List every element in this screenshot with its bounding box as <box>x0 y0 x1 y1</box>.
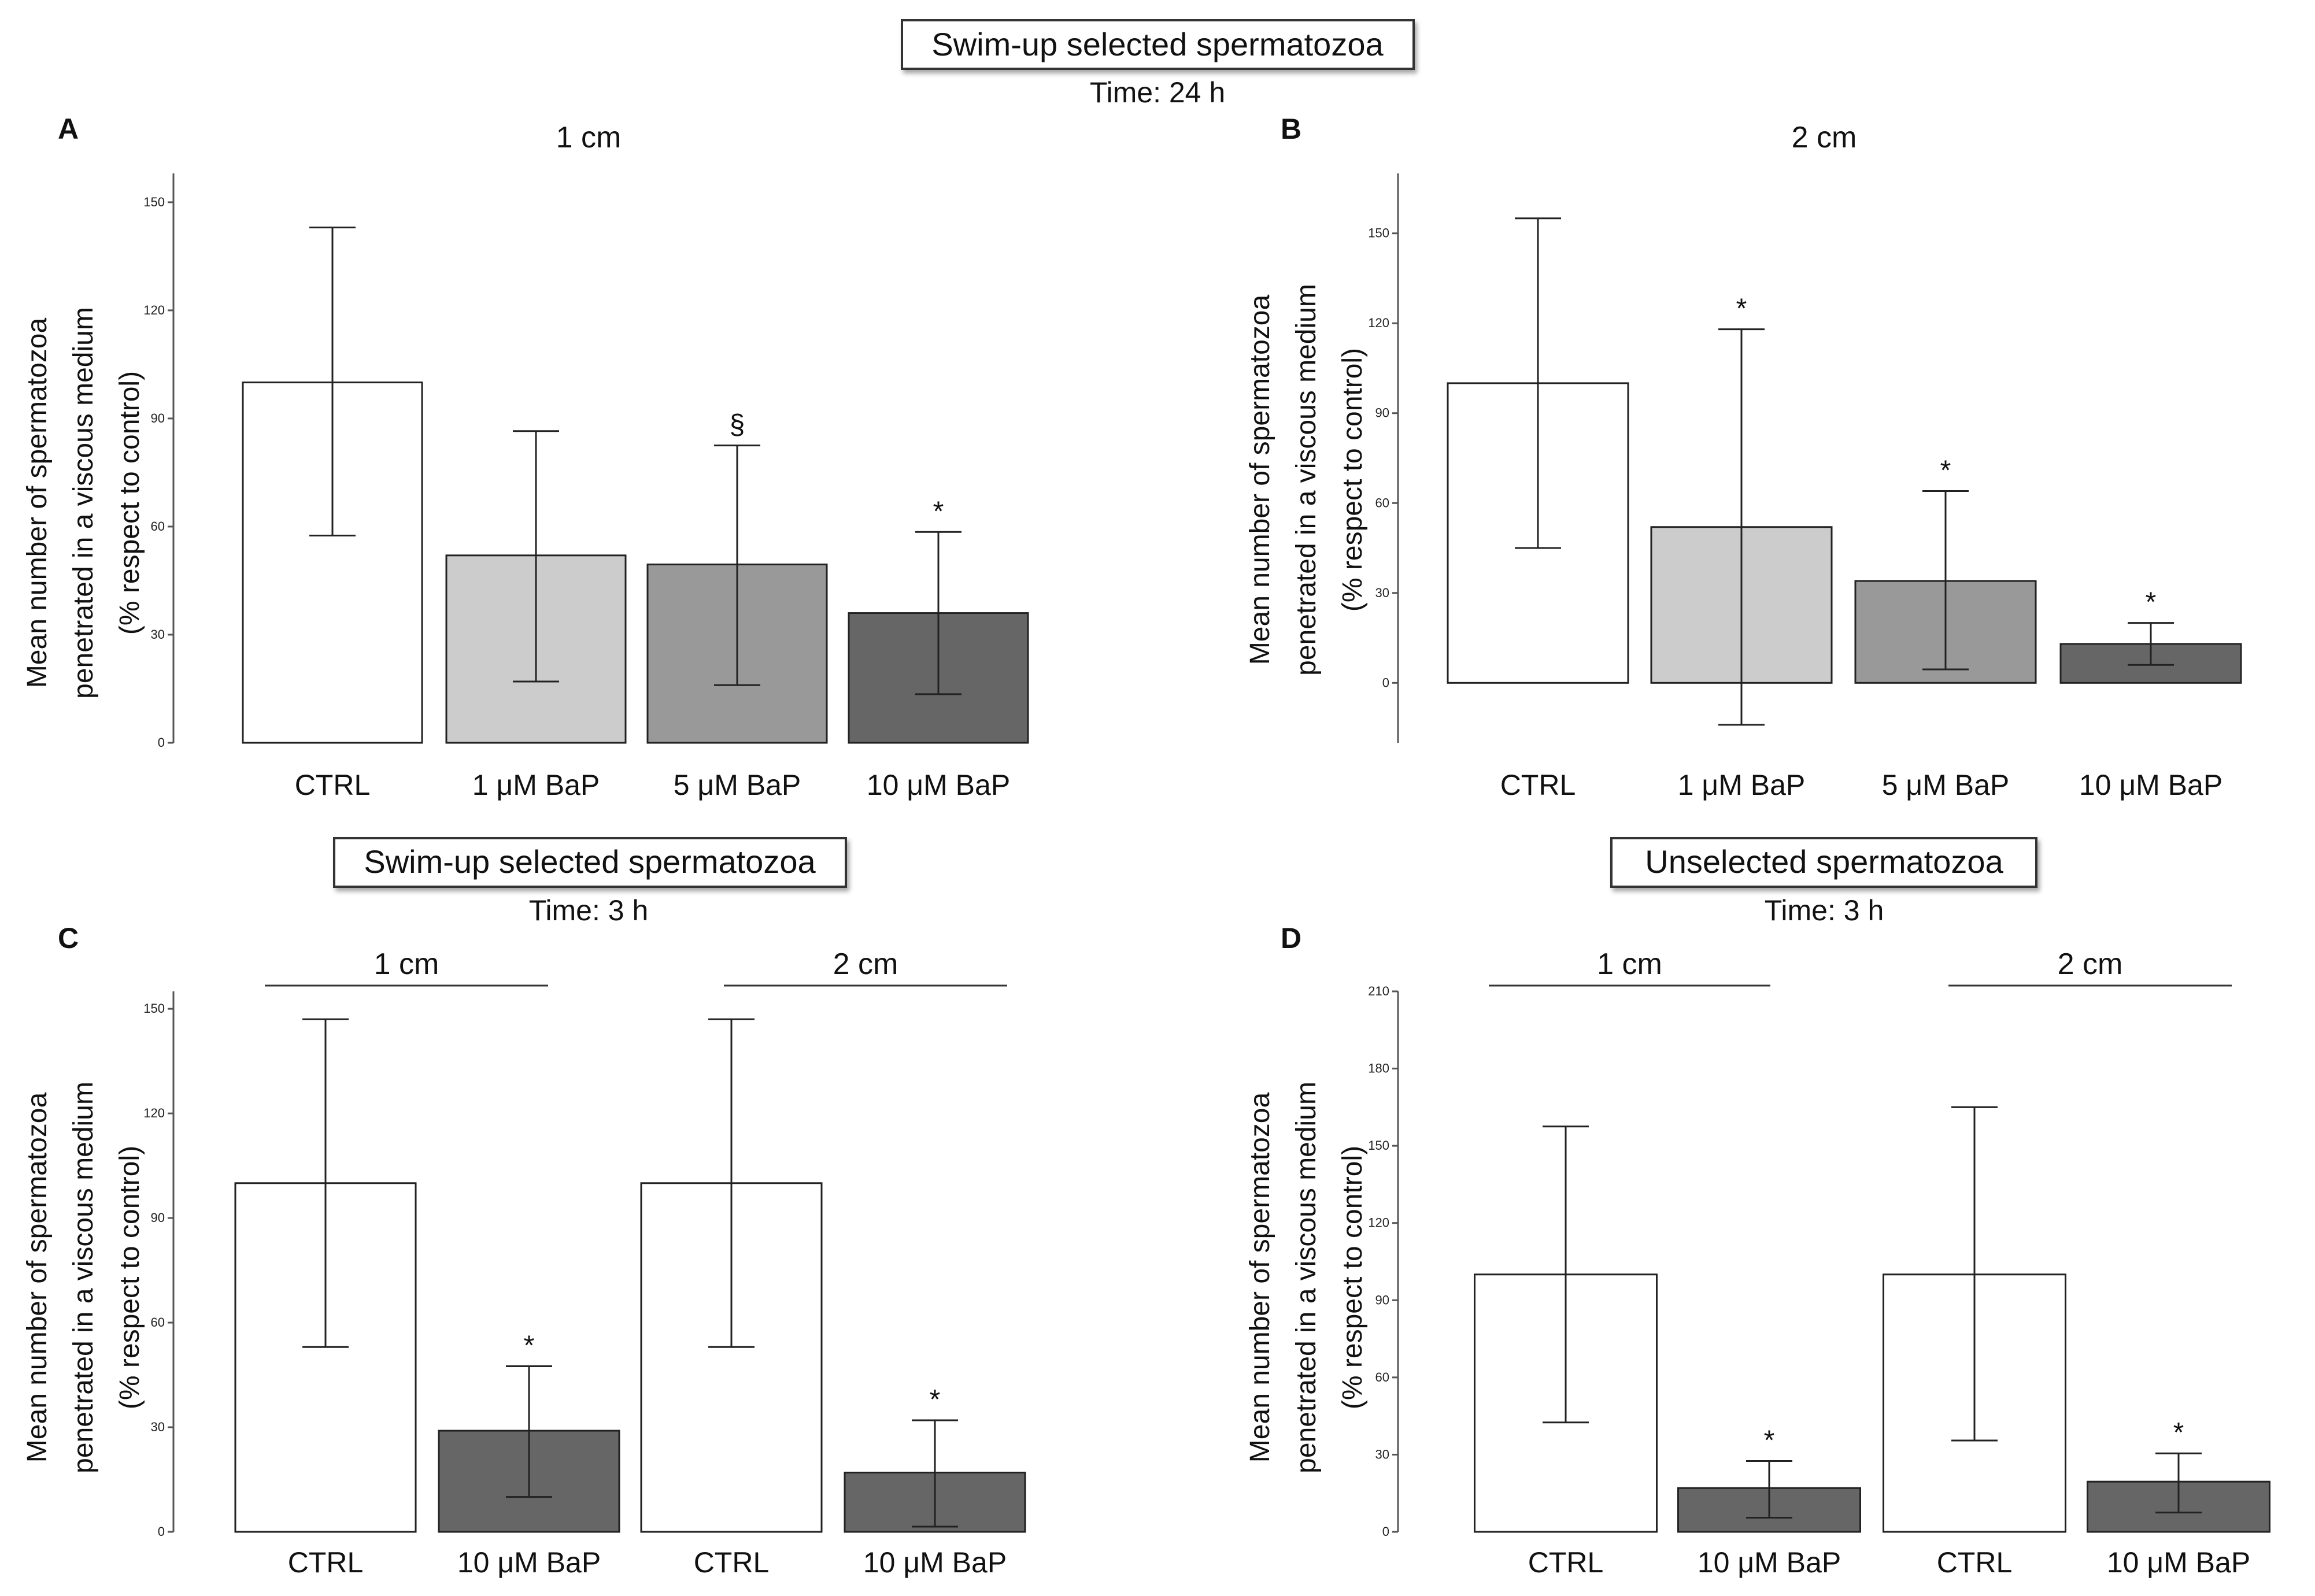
panel-c-ylabel: Mean number of spermatozoa penetrated in… <box>22 1082 145 1473</box>
panel-b-y-tick-label: 60 <box>1375 495 1389 510</box>
panel-d-category-label: 10 μM BaP <box>2107 1546 2250 1579</box>
panel-d-ylabel-line-2: penetrated in a viscous medium <box>1291 1082 1322 1473</box>
panel-b-significance-marker: * <box>1940 456 1951 486</box>
panel-d-y-tick-label: 90 <box>1375 1293 1389 1307</box>
panel-c-category-label: CTRL <box>694 1546 770 1579</box>
panel-d: Unselected spermatozoa Time: 3 h D Mean … <box>1245 837 2270 1579</box>
panel-c-y-tick-label: 150 <box>143 1001 165 1016</box>
panel-c-significance-marker: * <box>524 1330 535 1361</box>
panel-d-header-title: Unselected spermatozoa <box>1645 843 2003 880</box>
panel-b-y-tick-label: 30 <box>1375 586 1389 600</box>
panel-d-header-subtitle: Time: 3 h <box>1765 894 1884 927</box>
panel-c-y-tick-label: 0 <box>158 1524 165 1539</box>
panel-a-letter: A <box>58 113 79 145</box>
panel-c-header-title: Swim-up selected spermatozoa <box>364 843 816 880</box>
panel-b-significance-marker: * <box>1736 294 1747 324</box>
panel-b-category-label: 5 μM BaP <box>1882 769 2010 801</box>
panel-a-y-tick-label: 0 <box>158 735 165 750</box>
panel-d-y-tick-label: 210 <box>1368 984 1389 998</box>
figure-header: Swim-up selected spermatozoa Time: 24 h <box>901 19 1415 109</box>
panel-d-significance-marker: * <box>1764 1425 1775 1456</box>
panel-d-y-tick-label: 150 <box>1368 1138 1389 1153</box>
panel-b-y-tick-label: 120 <box>1368 316 1389 330</box>
panel-d-y-tick-label: 120 <box>1368 1216 1389 1230</box>
panel-a-ylabel-line-2: penetrated in a viscous medium <box>68 307 99 699</box>
panel-d-header-box <box>1610 837 2037 888</box>
panel-b-letter: B <box>1281 113 1301 145</box>
panel-b-category-label: CTRL <box>1500 769 1576 801</box>
panel-c: Swim-up selected spermatozoa Time: 3 h C… <box>22 837 1026 1579</box>
panel-d-y-tick-label: 30 <box>1375 1447 1389 1461</box>
panel-d-significance-marker: * <box>2173 1417 2184 1448</box>
panel-a-plot: 0 30 60 90 120 150 CTRL 1 μM BaP § 5 μM BaP * 10 μM… <box>143 173 1029 801</box>
panel-a-title: 1 cm <box>556 121 622 154</box>
panel-b-y-tick-label: 0 <box>1382 675 1389 690</box>
panel-d-ylabel: Mean number of spermatozoa penetrated in… <box>1245 1082 1368 1473</box>
panel-a-y-tick-label: 30 <box>151 627 165 642</box>
panel-d-category-label: CTRL <box>1937 1546 2013 1579</box>
panel-c-category-label: 10 μM BaP <box>863 1546 1007 1579</box>
panel-a: A 1 cm Mean number of spermatozoa penetr… <box>22 113 1029 801</box>
panel-c-header-box <box>333 837 847 888</box>
panel-a-category-label: 10 μM BaP <box>867 769 1010 801</box>
panel-a-category-label: CTRL <box>295 769 371 801</box>
panel-d-plot: 0 30 60 90 120 150 180 210 1 cm 2 cm CTRL * 10 μM Ba… <box>1368 947 2270 1579</box>
panel-c-y-tick-label: 30 <box>151 1420 165 1434</box>
panel-c-group-label: 1 cm <box>374 947 439 981</box>
panel-b-title: 2 cm <box>1792 121 1857 154</box>
panel-a-category-label: 1 μM BaP <box>472 769 600 801</box>
panel-b: B 2 cm Mean number of spermatozoa penetr… <box>1245 113 2242 801</box>
panel-a-ylabel-line-3: (% respect to control) <box>114 371 145 635</box>
panel-d-group-label: 1 cm <box>1597 947 1662 981</box>
panel-b-significance-marker: * <box>2146 587 2157 618</box>
panel-d-y-tick-label: 180 <box>1368 1061 1389 1076</box>
panel-d-y-tick-label: 60 <box>1375 1370 1389 1384</box>
panel-d-category-label: CTRL <box>1528 1546 1604 1579</box>
panel-a-significance-marker: * <box>933 496 944 527</box>
figure-header-subtitle: Time: 24 h <box>1090 76 1225 109</box>
panel-b-ylabel: Mean number of spermatozoa penetrated in… <box>1245 284 1368 676</box>
panel-a-y-tick-label: 120 <box>143 303 165 317</box>
panel-a-category-label: 5 μM BaP <box>674 769 801 801</box>
panel-c-ylabel-line-2: penetrated in a viscous medium <box>68 1082 99 1473</box>
panel-b-category-label: 1 μM BaP <box>1678 769 1806 801</box>
panel-d-ylabel-line-1: Mean number of spermatozoa <box>1245 1093 1275 1463</box>
panel-d-ylabel-line-3: (% respect to control) <box>1337 1146 1368 1409</box>
panel-c-group-label: 2 cm <box>833 947 898 981</box>
panel-a-y-tick-label: 90 <box>151 411 165 425</box>
panel-b-category-label: 10 μM BaP <box>2079 769 2222 801</box>
panel-c-header-subtitle: Time: 3 h <box>529 894 649 927</box>
panel-d-letter: D <box>1281 922 1301 954</box>
panel-b-ylabel-line-1: Mean number of spermatozoa <box>1245 295 1275 665</box>
panel-c-significance-marker: * <box>930 1384 941 1415</box>
panel-c-category-label: CTRL <box>288 1546 364 1579</box>
panel-c-plot: 0 30 60 90 120 150 1 cm 2 cm CTRL * 10 μM BaP CTRL *… <box>143 947 1026 1579</box>
panel-d-category-label: 10 μM BaP <box>1698 1546 1841 1579</box>
panel-a-ylabel-line-1: Mean number of spermatozoa <box>22 318 53 688</box>
panel-b-ylabel-line-2: penetrated in a viscous medium <box>1291 284 1322 676</box>
panel-c-letter: C <box>58 922 79 954</box>
panel-c-ylabel-line-3: (% respect to control) <box>114 1146 145 1409</box>
panel-a-y-tick-label: 60 <box>151 519 165 534</box>
panel-b-y-tick-label: 90 <box>1375 406 1389 420</box>
panel-a-significance-marker: § <box>730 410 745 440</box>
panel-c-y-tick-label: 120 <box>143 1106 165 1120</box>
panel-c-y-tick-label: 60 <box>151 1315 165 1330</box>
panel-d-y-tick-label: 0 <box>1382 1524 1389 1539</box>
panel-b-plot: 0 30 60 90 120 150 CTRL * 1 μM BaP * 5 μM BaP * 10 μ… <box>1368 173 2242 801</box>
panel-a-y-tick-label: 150 <box>143 195 165 209</box>
panel-a-ylabel: Mean number of spermatozoa penetrated in… <box>22 307 145 699</box>
panel-c-y-tick-label: 90 <box>151 1210 165 1225</box>
figure-header-title: Swim-up selected spermatozoa <box>931 26 1384 62</box>
panel-c-category-label: 10 μM BaP <box>457 1546 601 1579</box>
panel-b-y-tick-label: 150 <box>1368 226 1389 240</box>
panel-b-ylabel-line-3: (% respect to control) <box>1337 348 1368 612</box>
panel-c-ylabel-line-1: Mean number of spermatozoa <box>22 1093 53 1463</box>
panel-d-group-label: 2 cm <box>2058 947 2123 981</box>
figure-header-box <box>901 19 1415 70</box>
